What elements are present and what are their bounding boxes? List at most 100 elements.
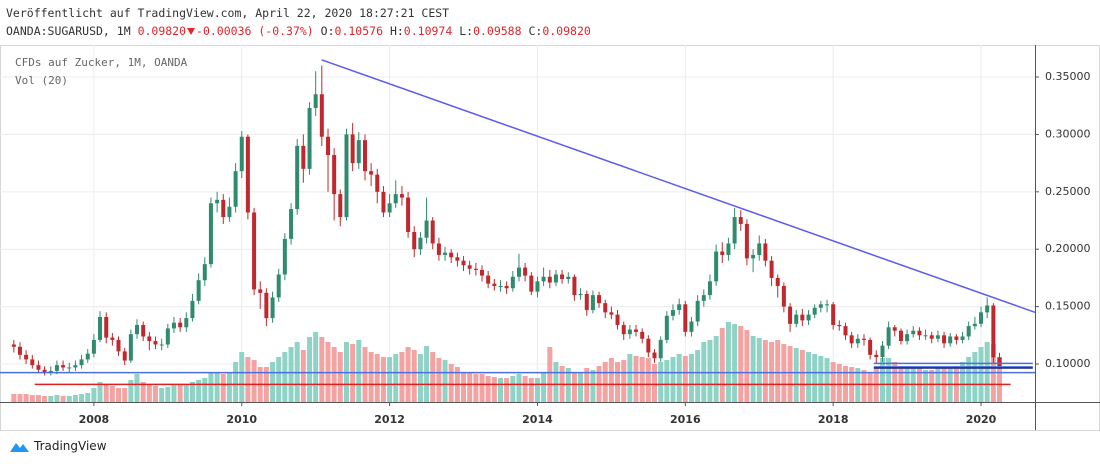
candle-body [757, 243, 762, 255]
candle-body [800, 314, 805, 321]
volume-bar [208, 372, 214, 402]
candle-body [658, 339, 663, 359]
candle-body [122, 351, 127, 361]
candle-body [652, 352, 657, 359]
candle-body [794, 314, 799, 324]
candle-body [566, 276, 571, 280]
candle-body [664, 315, 669, 340]
candle-body [523, 267, 528, 276]
candle-body [159, 344, 164, 346]
candle-body [54, 365, 59, 371]
candle-body [898, 330, 903, 342]
candle-body [831, 304, 836, 325]
volume-bar [473, 374, 479, 402]
candle-body [966, 326, 971, 337]
candle-body [572, 276, 577, 296]
candle-body [510, 276, 515, 289]
candle-body [171, 322, 176, 329]
candle-body [806, 314, 811, 321]
volume-bar [109, 386, 115, 402]
candle-body [677, 304, 682, 311]
volume-bar [504, 378, 510, 402]
volume-bar [602, 362, 608, 402]
candle-body [541, 276, 546, 282]
volume-bar [627, 354, 633, 402]
candle-body [979, 312, 984, 324]
candle-body [295, 145, 300, 210]
x-tick-label: 2010 [226, 413, 257, 426]
down-arrow [187, 28, 196, 35]
candle-body [886, 327, 891, 346]
candle-body [233, 171, 238, 207]
volume-bar [183, 384, 189, 402]
volume-bar [534, 378, 540, 402]
volume-label: Vol (20) [15, 74, 68, 87]
volume-bar [245, 357, 251, 402]
candle-body [85, 353, 90, 360]
o-value: 0.10576 [334, 24, 383, 38]
volume-bar [516, 374, 522, 402]
candle-body [775, 277, 780, 286]
last-price: 0.09820 [137, 24, 187, 38]
candle-body [147, 336, 152, 342]
candle-body [11, 344, 16, 347]
volume-bar [424, 346, 430, 402]
volume-bar [270, 362, 276, 402]
candle-body [61, 365, 66, 368]
candle-body [42, 369, 47, 373]
volume-bar [541, 372, 547, 402]
candle-body [362, 140, 367, 172]
volume-bar [892, 362, 898, 402]
volume-bar [615, 362, 621, 402]
volume-bar [522, 376, 528, 402]
volume-bar [510, 376, 516, 402]
candle-body [91, 339, 96, 354]
volume-bar [29, 395, 35, 402]
y-tick-label: 0.35000 [1045, 70, 1091, 83]
volume-bar [528, 378, 534, 402]
candle-body [270, 297, 275, 319]
candle-body [134, 324, 139, 335]
volume-bar [417, 354, 423, 402]
candle-body [874, 354, 879, 358]
candle-body [905, 334, 910, 342]
volume-bar [676, 354, 682, 402]
candle-body [153, 341, 158, 345]
candle-body [498, 285, 503, 287]
candle-body [707, 281, 712, 296]
volume-bar [787, 346, 793, 402]
candle-body [110, 337, 115, 340]
volume-bar [374, 354, 380, 402]
y-tick-label: 0.15000 [1045, 300, 1091, 313]
volume-bar [42, 396, 48, 402]
candle-body [609, 312, 614, 315]
candle-body [128, 334, 133, 361]
volume-bar [966, 357, 972, 402]
volume-bar [54, 395, 60, 402]
candle-body [430, 220, 435, 244]
candle-body [480, 269, 485, 276]
volume-bar [300, 350, 306, 402]
volume-bar [17, 394, 23, 402]
x-tick-label: 2020 [966, 413, 997, 426]
candle-body [289, 209, 294, 239]
candle-body [338, 194, 343, 218]
candle-body [208, 203, 213, 265]
candle-body [319, 94, 324, 137]
volume-bar [196, 380, 202, 402]
volume-bar [725, 322, 731, 402]
candle-body [227, 206, 232, 218]
candle-body [744, 223, 749, 259]
candle-body [504, 285, 509, 289]
volume-bar [467, 372, 473, 402]
candle-body [387, 203, 392, 213]
volume-bar [670, 357, 676, 402]
candle-body [788, 306, 793, 324]
candle-body [880, 345, 885, 358]
volume-bar [146, 384, 152, 402]
candle-body [141, 324, 146, 337]
candle-body [670, 310, 675, 316]
candle-body [264, 292, 269, 319]
volume-bar [226, 372, 232, 402]
candle-body [239, 136, 244, 172]
